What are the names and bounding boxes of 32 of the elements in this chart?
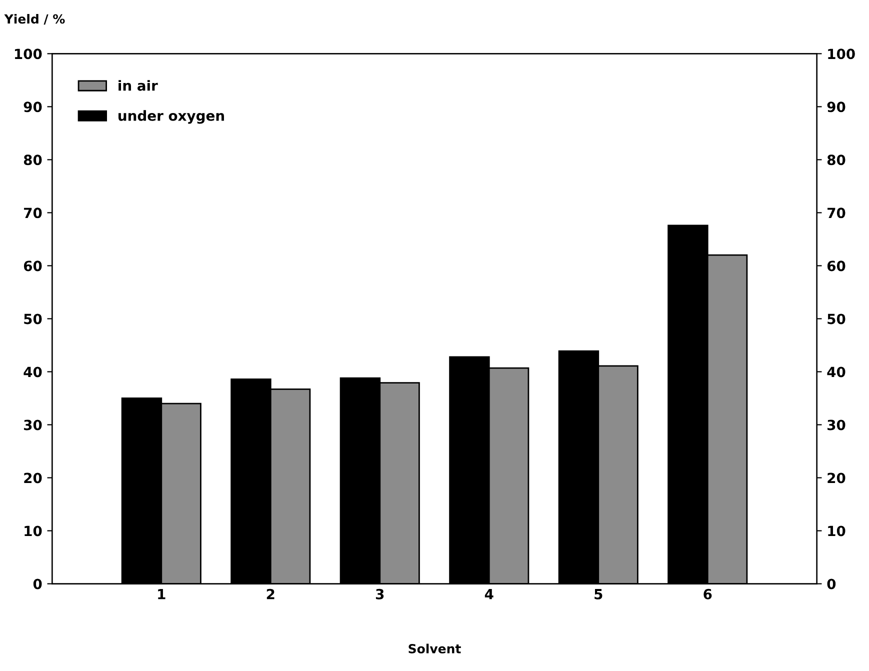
y2-tick-label: 40 — [827, 366, 846, 378]
y2-tick-label: 80 — [827, 154, 846, 166]
y2-tick-label: 70 — [828, 208, 846, 218]
y-tick-label: 70 — [24, 208, 42, 218]
y2-tick-label: 0 — [827, 578, 836, 590]
y-tick-label: 0 — [33, 578, 42, 590]
y-tick-label: 20 — [24, 472, 42, 484]
y-tick-label: 90 — [24, 102, 42, 112]
x-tick-label: 1 — [158, 589, 166, 600]
y2-tick-label: 30 — [828, 420, 846, 430]
x-axis-title: Solvent — [408, 644, 461, 654]
x-tick-label: 2 — [266, 588, 274, 600]
y-tick-label: 60 — [24, 260, 42, 272]
y-tick-label: 100 — [14, 48, 42, 60]
y2-tick-label: 100 — [828, 48, 855, 60]
y2-tick-label: 60 — [827, 260, 846, 272]
legend-label: under oxygen — [118, 110, 224, 124]
x-tick-label: 3 — [376, 588, 384, 600]
x-tick-label: 4 — [484, 589, 494, 600]
legend-label: in air — [118, 80, 158, 91]
y2-tick-label: 10 — [828, 526, 846, 536]
y-tick-label: 30 — [24, 420, 42, 430]
y2-tick-label: 50 — [828, 314, 846, 324]
x-tick-label: 5 — [594, 589, 602, 600]
y-tick-label: 50 — [24, 314, 42, 324]
x-tick-label: 6 — [704, 588, 712, 600]
y-tick-label: 40 — [24, 366, 42, 378]
y2-tick-label: 20 — [828, 472, 846, 484]
y-axis-title: Yield / % — [4, 14, 65, 25]
y-tick-label: 10 — [24, 526, 42, 536]
y2-tick-label: 90 — [827, 102, 846, 112]
y-tick-label: 80 — [24, 154, 42, 166]
